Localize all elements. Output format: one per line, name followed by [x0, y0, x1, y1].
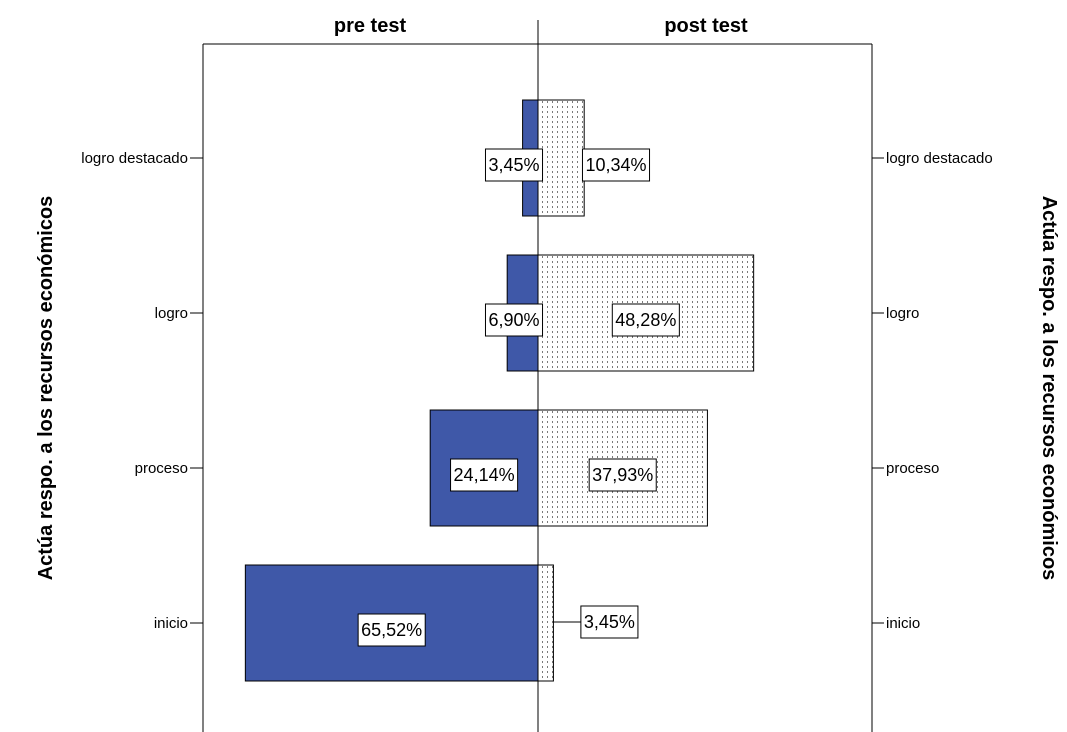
label-pre-test-inicio: 65,52% — [357, 613, 426, 647]
tick-label-right-logro-destacado: logro destacado — [886, 150, 993, 167]
label-post-test-logro: 48,28% — [611, 303, 680, 337]
label-post-test-logro-destacado-text: 10,34% — [585, 155, 646, 175]
panel-title-pre-test: pre test — [334, 15, 407, 37]
tick-label-left-logro-destacado: logro destacado — [81, 150, 188, 167]
label-pre-test-logro-box — [484, 303, 544, 337]
tick-label-left-inicio: inicio — [154, 615, 188, 632]
label-pre-test-proceso-box — [450, 458, 519, 492]
label-pre-test-inicio-text: 65,52% — [361, 620, 422, 640]
tick-label-right-inicio: inicio — [886, 615, 920, 632]
label-post-test-proceso-text: 37,93% — [592, 465, 653, 485]
label-pre-test-proceso: 24,14% — [450, 458, 519, 492]
label-pre-test-logro: 6,90% — [484, 303, 544, 337]
left-axis-title: Actúa respo. a los recursos económicos — [35, 196, 57, 581]
label-post-test-logro-text: 48,28% — [615, 310, 676, 330]
labels-layer: 3,45% 10,34% 6,90% 48,28% 24,14% 37,93% 65,52%… — [357, 148, 680, 647]
label-post-test-proceso: 37,93% — [588, 458, 657, 492]
tick-label-left-logro: logro — [155, 305, 188, 322]
label-pre-test-logro-destacado-text: 3,45% — [488, 155, 539, 175]
label-post-test-logro-box — [611, 303, 680, 337]
bar-post-test-logro-destacado — [537, 99, 585, 217]
bars-layer — [244, 99, 755, 682]
right-axis-title: Actúa respo. a los recursos económicos — [1038, 196, 1060, 581]
label-post-test-logro-destacado-box — [581, 148, 651, 182]
label-post-test-inicio: 3,45% — [580, 605, 639, 639]
label-pre-test-logro-text: 6,90% — [488, 310, 539, 330]
tick-label-left-proceso: proceso — [135, 460, 188, 477]
panel-title-post-test: post test — [664, 15, 748, 37]
label-pre-test-inicio-box — [357, 613, 426, 647]
label-post-test-logro-destacado: 10,34% — [581, 148, 651, 182]
tick-label-right-logro: logro — [886, 305, 919, 322]
label-post-test-inicio-text: 3,45% — [584, 612, 635, 632]
label-pre-test-logro-destacado-box — [484, 148, 544, 182]
ticks-layer: logro destacado logro destacado logro logro… — [81, 150, 993, 632]
bar-post-test-inicio — [537, 564, 554, 682]
label-pre-test-logro-destacado: 3,45% — [484, 148, 544, 182]
tick-label-right-proceso: proceso — [886, 460, 939, 477]
label-post-test-inicio-box — [580, 605, 639, 639]
label-pre-test-proceso-text: 24,14% — [454, 465, 515, 485]
label-post-test-proceso-box — [588, 458, 657, 492]
